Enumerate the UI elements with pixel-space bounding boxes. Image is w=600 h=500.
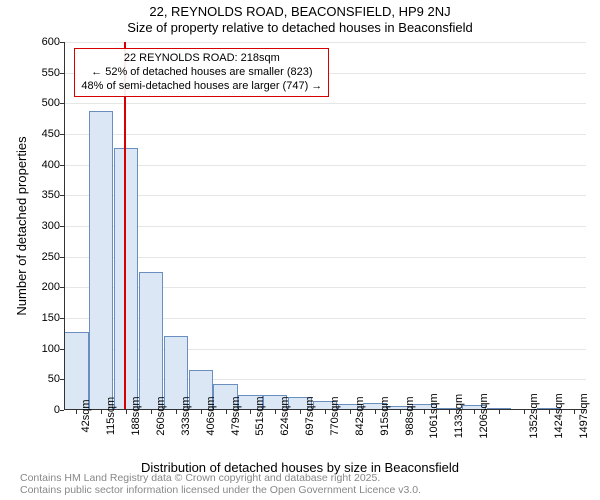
x-tick-label: 624sqm bbox=[279, 396, 291, 435]
chart-subtitle: Size of property relative to detached ho… bbox=[0, 20, 600, 35]
marker-value-label: 22 REYNOLDS ROAD: 218sqm bbox=[81, 52, 322, 66]
x-tick-label: 770sqm bbox=[329, 396, 341, 435]
x-tick-label: 333sqm bbox=[180, 396, 192, 435]
x-tick-label: 842sqm bbox=[354, 396, 366, 435]
x-tick-label: 988sqm bbox=[404, 396, 416, 435]
y-tick-label: 300 bbox=[20, 220, 60, 232]
x-tick-label: 42sqm bbox=[80, 399, 92, 432]
x-tick-mark bbox=[101, 410, 102, 414]
footer-line-1: Contains HM Land Registry data © Crown c… bbox=[20, 472, 421, 485]
x-tick-label: 1424sqm bbox=[553, 393, 565, 438]
x-tick-label: 1061sqm bbox=[428, 393, 440, 438]
x-tick-label: 1497sqm bbox=[578, 393, 590, 438]
x-tick-label: 1352sqm bbox=[528, 393, 540, 438]
x-tick-label: 188sqm bbox=[130, 396, 142, 435]
y-tick-label: 200 bbox=[20, 281, 60, 293]
x-tick-label: 915sqm bbox=[379, 396, 391, 435]
y-tick-label: 400 bbox=[20, 159, 60, 171]
y-tick-label: 0 bbox=[20, 404, 60, 416]
x-tick-mark bbox=[524, 410, 525, 414]
x-tick-label: 406sqm bbox=[205, 396, 217, 435]
x-tick-label: 1133sqm bbox=[453, 394, 465, 438]
y-tick-label: 150 bbox=[20, 312, 60, 324]
y-tick-label: 250 bbox=[20, 251, 60, 263]
y-tick-label: 450 bbox=[20, 128, 60, 140]
x-tick-mark bbox=[275, 410, 276, 414]
x-tick-mark bbox=[226, 410, 227, 414]
gridline bbox=[64, 103, 586, 104]
marker-annotation-line: ← 52% of detached houses are smaller (82… bbox=[81, 66, 322, 80]
x-tick-mark bbox=[474, 410, 475, 414]
marker-annotation: 22 REYNOLDS ROAD: 218sqm← 52% of detache… bbox=[74, 48, 329, 97]
x-tick-mark bbox=[375, 410, 376, 414]
gridline bbox=[64, 195, 586, 196]
x-tick-label: 1206sqm bbox=[478, 393, 490, 438]
histogram-bar bbox=[64, 332, 88, 411]
footer-attribution: Contains HM Land Registry data © Crown c… bbox=[20, 472, 421, 497]
x-tick-label: 479sqm bbox=[230, 396, 242, 435]
x-tick-mark bbox=[400, 410, 401, 414]
histogram-bar bbox=[89, 111, 113, 410]
x-tick-label: 551sqm bbox=[254, 396, 266, 435]
x-tick-label: 697sqm bbox=[304, 396, 316, 435]
y-tick-label: 100 bbox=[20, 343, 60, 355]
y-tick-label: 550 bbox=[20, 67, 60, 79]
y-tick-label: 500 bbox=[20, 97, 60, 109]
x-axis-line bbox=[64, 409, 586, 410]
gridline bbox=[64, 42, 586, 43]
x-tick-mark bbox=[126, 410, 127, 414]
x-tick-mark bbox=[424, 410, 425, 414]
footer-line-2: Contains public sector information licen… bbox=[20, 484, 421, 497]
x-tick-mark bbox=[574, 410, 575, 414]
x-tick-mark bbox=[250, 410, 251, 414]
gridline bbox=[64, 134, 586, 135]
gridline bbox=[64, 165, 586, 166]
y-tick-label: 50 bbox=[20, 373, 60, 385]
gridline bbox=[64, 226, 586, 227]
x-tick-mark bbox=[350, 410, 351, 414]
y-axis-line bbox=[64, 42, 65, 410]
x-tick-mark bbox=[325, 410, 326, 414]
y-tick-label: 600 bbox=[20, 36, 60, 48]
x-tick-label: 115sqm bbox=[105, 397, 117, 435]
y-tick-mark bbox=[60, 410, 64, 411]
x-tick-mark bbox=[151, 410, 152, 414]
chart-title: 22, REYNOLDS ROAD, BEACONSFIELD, HP9 2NJ bbox=[0, 4, 600, 19]
x-tick-mark bbox=[176, 410, 177, 414]
gridline bbox=[64, 257, 586, 258]
x-tick-mark bbox=[549, 410, 550, 414]
histogram-bar bbox=[139, 272, 163, 410]
x-tick-mark bbox=[499, 410, 500, 414]
chart-plot-area: 22 REYNOLDS ROAD: 218sqm← 52% of detache… bbox=[64, 42, 586, 410]
y-tick-label: 350 bbox=[20, 189, 60, 201]
x-tick-mark bbox=[201, 410, 202, 414]
x-tick-mark bbox=[449, 410, 450, 414]
x-tick-mark bbox=[76, 410, 77, 414]
marker-annotation-line: 48% of semi-detached houses are larger (… bbox=[81, 80, 322, 94]
x-tick-mark bbox=[300, 410, 301, 414]
x-tick-label: 260sqm bbox=[155, 396, 167, 435]
